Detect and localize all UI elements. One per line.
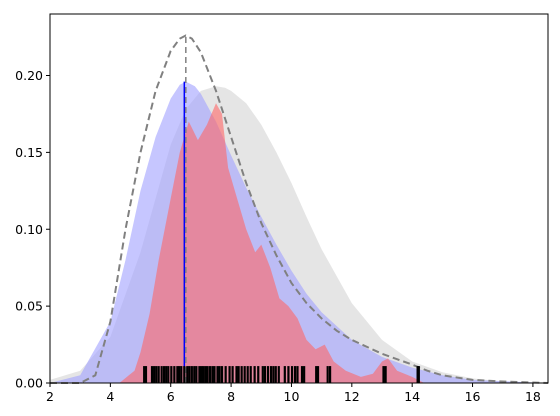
y-tick-label-0: 0.00 bbox=[15, 376, 43, 391]
x-tick-label-8: 18 bbox=[525, 389, 541, 404]
x-tick-label-7: 16 bbox=[465, 389, 481, 404]
plot-frame bbox=[49, 13, 549, 384]
x-tick-label-4: 10 bbox=[284, 389, 300, 404]
y-tick-label-2: 0.10 bbox=[15, 222, 43, 237]
x-axis: 2 4 6 8 10 12 14 16 18 bbox=[46, 383, 541, 404]
x-tick-label-2: 6 bbox=[167, 389, 175, 404]
area-series-2 bbox=[119, 103, 425, 383]
series-layer bbox=[50, 34, 549, 384]
y-tick-label-3: 0.15 bbox=[15, 145, 43, 160]
x-tick-label-5: 12 bbox=[344, 389, 360, 404]
y-axis: 0.00 0.05 0.10 0.15 0.20 bbox=[15, 68, 50, 391]
rug-layer bbox=[143, 366, 420, 383]
x-tick-label-0: 2 bbox=[46, 389, 54, 404]
x-tick-label-1: 4 bbox=[106, 389, 114, 404]
x-tick-label-6: 14 bbox=[404, 389, 420, 404]
x-tick-label-3: 8 bbox=[227, 389, 235, 404]
axes-frame bbox=[49, 13, 549, 384]
y-tick-label-4: 0.20 bbox=[15, 68, 43, 83]
y-tick-label-1: 0.05 bbox=[15, 299, 43, 314]
